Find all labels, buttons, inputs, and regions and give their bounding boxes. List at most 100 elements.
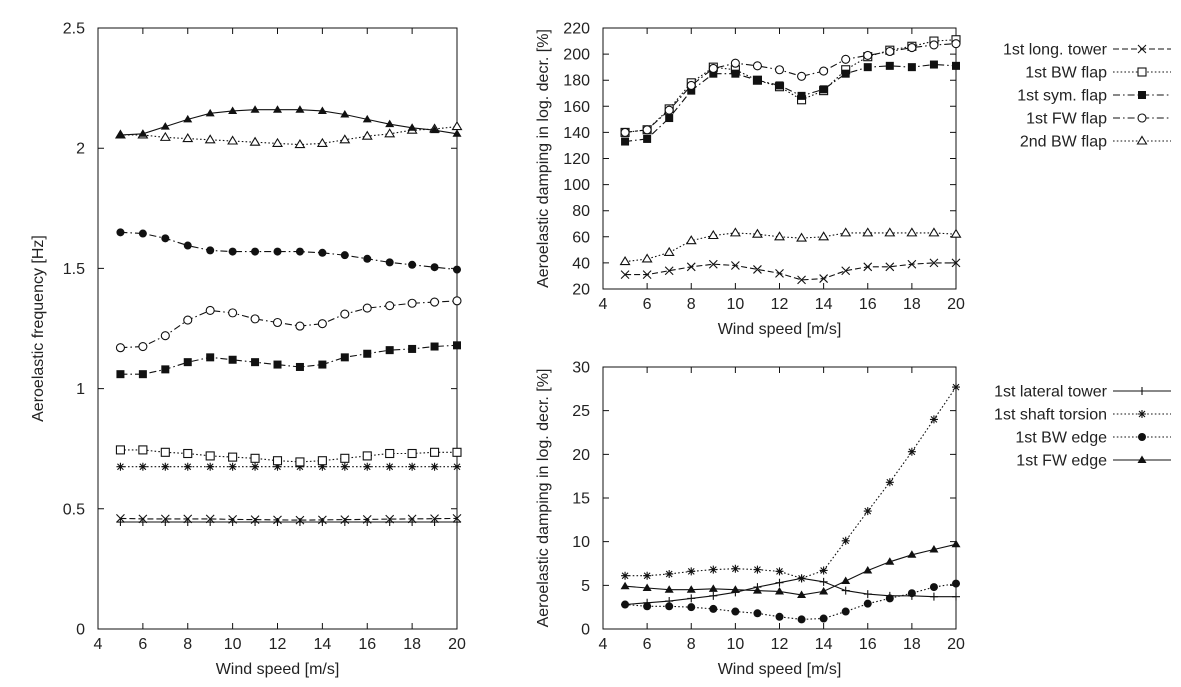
data-point	[453, 463, 461, 471]
data-point	[385, 129, 394, 137]
data-point	[819, 232, 828, 240]
series-1st-shaft-torsion	[621, 383, 960, 582]
series-line	[625, 233, 956, 262]
data-point	[184, 242, 192, 250]
data-point	[229, 463, 237, 471]
data-point	[206, 452, 214, 460]
legend-item-1st-lateral-tower: 1st lateral tower	[994, 384, 1171, 401]
data-point	[864, 51, 872, 59]
data-point	[952, 593, 960, 601]
data-point	[621, 257, 630, 265]
data-point	[687, 585, 696, 593]
data-point	[709, 584, 718, 592]
data-point	[864, 590, 872, 598]
data-point	[386, 450, 394, 458]
data-point	[453, 297, 461, 305]
legend-item-1st-fw-edge: 1st FW edge	[1016, 453, 1171, 470]
data-point	[229, 453, 237, 461]
data-point	[709, 64, 717, 72]
data-point	[273, 139, 282, 147]
data-point	[431, 463, 439, 471]
x-tick-label: 16	[859, 636, 877, 653]
legend-label: 1st BW edge	[1015, 430, 1107, 447]
data-point	[408, 450, 416, 458]
data-point	[907, 228, 916, 236]
y-tick-label: 80	[572, 203, 590, 220]
legend-marker	[1138, 68, 1146, 76]
y-tick-label: 100	[563, 177, 590, 194]
series-line	[625, 263, 956, 280]
data-point	[621, 128, 629, 136]
series-1st-long-tower	[621, 259, 960, 284]
data-point	[363, 255, 371, 263]
data-point	[797, 234, 806, 242]
data-point	[295, 105, 304, 113]
data-point	[885, 228, 894, 236]
data-point	[363, 452, 371, 460]
data-point	[908, 448, 916, 456]
x-tick-label: 16	[358, 636, 376, 653]
data-point	[665, 248, 674, 256]
data-point	[251, 138, 260, 146]
data-point	[453, 448, 461, 456]
y-tick-label: 10	[572, 534, 590, 551]
series-line	[625, 387, 956, 578]
x-axis-label: Wind speed [m/s]	[718, 661, 842, 678]
x-tick-label: 8	[687, 296, 696, 313]
legend-marker	[1138, 433, 1146, 441]
data-point	[296, 363, 304, 371]
data-point	[251, 315, 259, 323]
data-point	[687, 603, 695, 611]
data-point	[864, 600, 872, 608]
data-point	[274, 361, 282, 369]
data-point	[753, 62, 761, 70]
data-point	[139, 463, 147, 471]
data-point	[930, 593, 938, 601]
y-tick-label: 1.5	[63, 261, 85, 278]
data-point	[621, 601, 629, 609]
series-line	[120, 450, 457, 462]
data-point	[776, 567, 784, 575]
data-point	[363, 350, 371, 358]
data-point	[229, 248, 237, 256]
data-point	[841, 228, 850, 236]
data-point	[296, 248, 304, 256]
data-point	[386, 463, 394, 471]
damping-edge-chart: 4 6 8 10 12 14 16 18 20 0 5 10 15 20 25 30 Wind speed [m…	[535, 360, 1171, 679]
legend: 1st long. tower 1st BW flap 1st sym. flap 1…	[1003, 42, 1171, 151]
data-point	[863, 228, 872, 236]
series-line	[120, 301, 457, 348]
data-point	[116, 463, 124, 471]
data-point	[886, 478, 894, 486]
series-bw_edge	[116, 228, 461, 273]
data-point	[318, 320, 326, 328]
data-point	[820, 578, 828, 586]
data-point	[820, 566, 828, 574]
legend-label: 1st BW flap	[1025, 65, 1107, 82]
data-point	[687, 567, 695, 575]
data-point	[665, 602, 673, 610]
data-point	[952, 40, 960, 48]
data-point	[643, 126, 651, 134]
data-point	[776, 613, 784, 621]
data-point	[184, 463, 192, 471]
data-point	[161, 463, 169, 471]
y-tick-label: 5	[581, 578, 590, 595]
data-point	[930, 583, 938, 591]
data-point	[930, 415, 938, 423]
y-tick-label: 60	[572, 229, 590, 246]
data-point	[206, 135, 215, 143]
data-point	[206, 463, 214, 471]
data-point	[842, 70, 850, 78]
data-point	[408, 299, 416, 307]
data-point	[274, 248, 282, 256]
series-line	[120, 232, 457, 269]
data-point	[864, 63, 872, 71]
y-tick-label: 180	[563, 73, 590, 90]
legend-item-1st-shaft-torsion: 1st shaft torsion	[994, 407, 1171, 424]
y-tick-label: 2	[76, 141, 85, 158]
data-point	[842, 608, 850, 616]
data-point	[184, 358, 192, 366]
data-point	[318, 457, 326, 465]
data-point	[363, 304, 371, 312]
